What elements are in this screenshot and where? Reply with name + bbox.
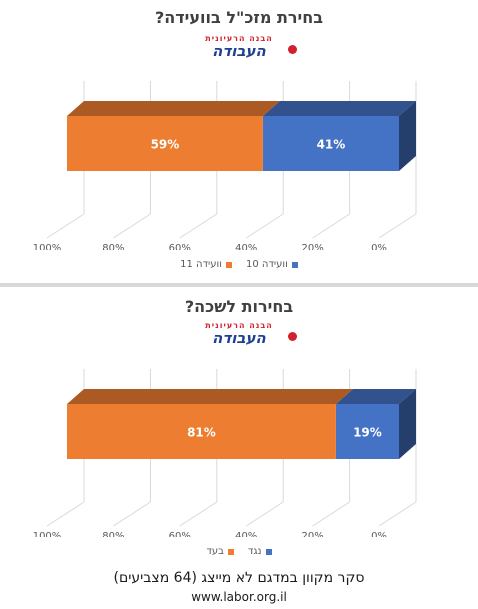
legend-item: וועידה 11 [180,259,232,270]
chart-title: בחירת מזכ"ל בוועידה? [154,8,323,27]
gridline-floor [245,501,284,527]
logo-top-text: הבנה הרעיונית [205,321,273,330]
chart-plot: 100% 80% 60% 40% 20% 0% 41% 59% [33,81,417,250]
data-label: 19% [353,426,382,440]
gridline-floor [113,501,151,527]
x-tick-label: 80% [102,243,124,250]
legend-swatch [227,548,234,555]
logo: הבנה הרעיונית העבודה [179,34,299,60]
chart-panel-1: בחירת מזכ"ל בוועידה? הבנה הרעיונית העבוד… [0,0,478,283]
logo-main-text: העבודה [212,329,266,347]
logo-main-text: העבודה [212,42,266,60]
logo-mark-icon [288,45,297,54]
legend-swatch [226,261,232,268]
gridline-floor [179,213,218,239]
legend-item: בעד [206,546,234,557]
bar-segment [335,404,399,459]
legend-swatch [291,261,298,268]
gridline-floor [46,213,85,239]
legend: נגד בעד [0,546,478,557]
x-tick-label: 0% [371,243,387,250]
chart-panel-2: בחירות לשכה? הבנה הרעיונית העבודה 100% 80… [0,287,478,573]
bar-top-face [262,101,416,116]
bar-top-face [67,389,353,404]
x-tick-label: 0% [371,531,387,537]
bar-side-face [399,101,416,171]
gridline-floor [179,501,218,527]
legend-item: וועידה 10 [246,259,298,270]
x-tick-label: 100% [33,531,62,537]
bar-top-face [67,101,280,116]
legend-item: נגד [248,546,272,557]
x-tick-label: 20% [301,531,323,537]
bar-segment [67,116,263,171]
data-label: 81% [187,426,216,440]
legend: וועידה 10 וועידה 11 [0,259,478,270]
data-label: 59% [151,138,180,152]
x-tick-label: 40% [235,531,257,537]
logo-mark-icon [288,332,297,341]
bar-segment [262,116,399,171]
x-tick-label: 20% [301,243,323,250]
gridline-floor [245,213,284,239]
legend-swatch [265,548,272,555]
gridline-floor [312,213,350,239]
website-link: www.labor.org.il [191,590,287,604]
data-label: 41% [317,138,346,152]
panel-divider [0,283,478,287]
legend-label: בעד [206,546,224,557]
bar-segment [67,404,336,459]
x-tick-label: 60% [169,243,191,250]
logo: הבנה הרעיונית העבודה [179,321,299,347]
bar-top-face [335,389,416,404]
x-tick-label: 40% [235,243,257,250]
gridline-floor [46,501,85,527]
x-tick-label: 100% [33,243,62,250]
bar-side-face [399,389,416,459]
gridline-floor [312,501,350,527]
chart-title: בחירות לשכה? [184,297,294,316]
legend-label: וועידה 10 [246,259,288,270]
gridline-floor [378,501,417,527]
gridline-floor [378,213,417,239]
survey-caption: סקר מקוון במדגם לא מייצג (64 מצביעים) [113,570,365,586]
legend-label: נגד [247,546,262,557]
x-tick-label: 80% [102,531,124,537]
gridline-floor [113,213,151,239]
legend-label: וועידה 11 [180,259,222,270]
x-tick-label: 60% [169,531,191,537]
chart-plot: 100% 80% 60% 40% 20% 0% 19% 81% [33,369,417,537]
logo-top-text: הבנה הרעיונית [205,34,273,43]
